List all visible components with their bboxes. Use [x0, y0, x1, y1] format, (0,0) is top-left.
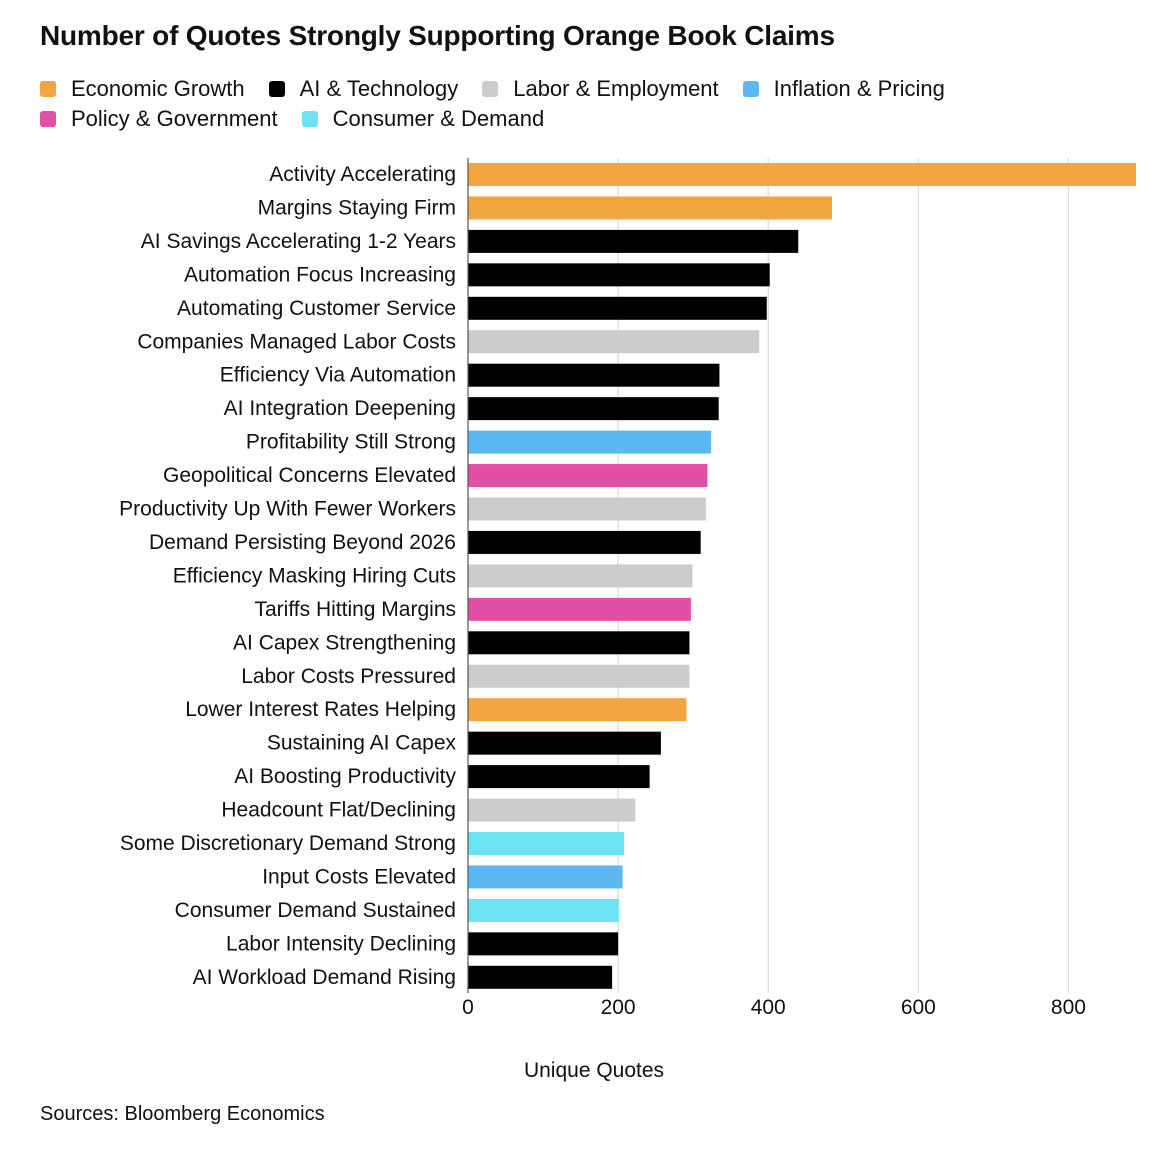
bar: [468, 731, 661, 755]
bar: [468, 497, 706, 521]
bar: [468, 229, 799, 253]
bar: [468, 631, 690, 655]
legend: Economic Growth AI & Technology Labor & …: [40, 74, 1140, 134]
bar: [468, 965, 613, 989]
bar: [468, 865, 623, 889]
legend-label: Labor & Employment: [513, 76, 719, 101]
bar: [468, 898, 619, 922]
x-tick-label: 200: [601, 996, 636, 1019]
bar: [468, 163, 1136, 186]
legend-swatch: [301, 111, 318, 127]
x-tick-label: 0: [462, 996, 474, 1019]
category-label: Labor Costs Pressured: [241, 665, 456, 688]
category-label: Margins Staying Firm: [258, 196, 456, 219]
category-label: Consumer Demand Sustained: [175, 899, 456, 922]
category-label: Companies Managed Labor Costs: [137, 330, 456, 353]
category-label: Headcount Flat/Declining: [221, 799, 456, 822]
x-axis-title: Unique Quotes: [524, 1059, 664, 1082]
bar: [468, 530, 701, 554]
x-tick-label: 600: [901, 996, 936, 1019]
category-label: Tariffs Hitting Margins: [254, 598, 456, 621]
category-label: Input Costs Elevated: [262, 865, 456, 888]
category-label: Automating Customer Service: [177, 297, 456, 320]
legend-item-inflation-pricing: Inflation & Pricing: [742, 76, 945, 102]
category-label: Efficiency Masking Hiring Cuts: [173, 564, 456, 587]
category-label: Demand Persisting Beyond 2026: [149, 531, 456, 554]
category-label: Sustaining AI Capex: [267, 732, 457, 755]
bar: [468, 430, 712, 454]
category-label: AI Boosting Productivity: [234, 765, 456, 788]
bar: [468, 296, 767, 320]
x-tick-label: 400: [751, 996, 786, 1019]
category-label: Automation Focus Increasing: [184, 263, 456, 286]
bar: [468, 564, 693, 588]
legend-label: AI & Technology: [299, 76, 459, 101]
bar: [468, 196, 833, 220]
category-label: AI Workload Demand Rising: [193, 966, 456, 989]
bar: [468, 664, 690, 688]
bar: [468, 397, 719, 421]
legend-item-ai-technology: AI & Technology: [268, 76, 459, 102]
bar: [468, 363, 720, 387]
legend-row: Economic Growth AI & Technology Labor & …: [40, 74, 1140, 104]
legend-swatch: [40, 81, 56, 97]
bar: [468, 765, 650, 789]
bar: [468, 597, 691, 621]
bar: [468, 464, 708, 488]
bar: [468, 330, 760, 354]
category-label: AI Savings Accelerating 1-2 Years: [141, 230, 456, 253]
category-label: Labor Intensity Declining: [226, 932, 456, 955]
category-label: Some Discretionary Demand Strong: [120, 832, 456, 855]
legend-item-labor-employment: Labor & Employment: [482, 76, 719, 102]
bar: [468, 932, 619, 956]
bar: [468, 798, 636, 822]
legend-item-economic-growth: Economic Growth: [40, 76, 245, 102]
category-label: Productivity Up With Fewer Workers: [119, 498, 456, 521]
legend-item-consumer-demand: Consumer & Demand: [301, 106, 545, 132]
bar: [468, 832, 625, 855]
legend-label: Consumer & Demand: [332, 106, 545, 131]
legend-row: Policy & Government Consumer & Demand: [40, 104, 1140, 134]
category-label: AI Integration Deepening: [224, 397, 456, 420]
category-label: AI Capex Strengthening: [233, 631, 456, 654]
legend-swatch: [268, 81, 285, 97]
category-label: Activity Accelerating: [269, 163, 456, 186]
bar: [468, 698, 687, 722]
bar: [468, 263, 770, 287]
category-label: Geopolitical Concerns Elevated: [163, 464, 456, 487]
legend-item-policy-government: Policy & Government: [40, 106, 278, 132]
category-label: Efficiency Via Automation: [220, 364, 456, 387]
category-label: Profitability Still Strong: [246, 431, 456, 454]
legend-swatch: [40, 111, 56, 127]
x-tick-label: 800: [1051, 996, 1086, 1019]
legend-label: Policy & Government: [71, 106, 278, 131]
legend-label: Economic Growth: [71, 76, 245, 101]
legend-swatch: [742, 81, 759, 97]
source-note: Sources: Bloomberg Economics: [40, 1103, 325, 1125]
legend-label: Inflation & Pricing: [773, 76, 945, 101]
bar-chart: Activity Accelerating Margins Staying Fir…: [119, 158, 1136, 1082]
category-label: Lower Interest Rates Helping: [185, 698, 456, 721]
legend-swatch: [482, 81, 499, 97]
chart-title: Number of Quotes Strongly Supporting Ora…: [40, 20, 835, 51]
